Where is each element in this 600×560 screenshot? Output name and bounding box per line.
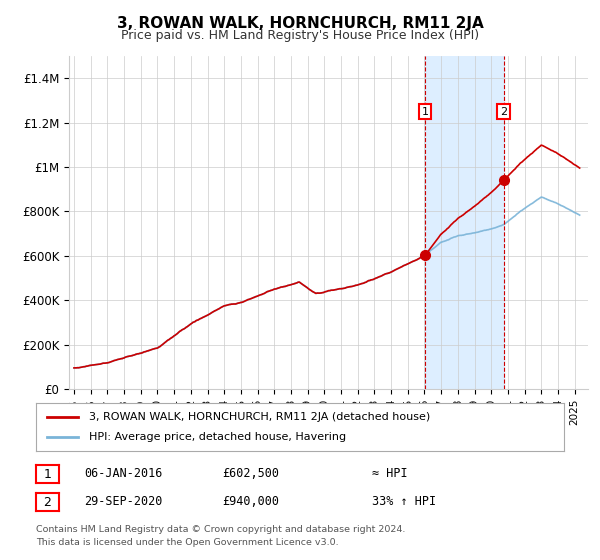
Text: 29-SEP-2020: 29-SEP-2020 <box>84 494 163 508</box>
Text: HPI: Average price, detached house, Havering: HPI: Average price, detached house, Have… <box>89 432 346 442</box>
Text: 3, ROWAN WALK, HORNCHURCH, RM11 2JA (detached house): 3, ROWAN WALK, HORNCHURCH, RM11 2JA (det… <box>89 412 430 422</box>
Text: 33% ↑ HPI: 33% ↑ HPI <box>372 494 436 508</box>
Text: 06-JAN-2016: 06-JAN-2016 <box>84 466 163 480</box>
Text: £602,500: £602,500 <box>222 466 279 480</box>
Text: 1: 1 <box>43 468 52 480</box>
Text: Price paid vs. HM Land Registry's House Price Index (HPI): Price paid vs. HM Land Registry's House … <box>121 29 479 42</box>
Bar <box>425 56 504 389</box>
Text: ≈ HPI: ≈ HPI <box>372 466 407 480</box>
Text: £940,000: £940,000 <box>222 494 279 508</box>
Text: 2: 2 <box>500 106 507 116</box>
Text: This data is licensed under the Open Government Licence v3.0.: This data is licensed under the Open Gov… <box>36 538 338 547</box>
Text: 1: 1 <box>421 106 428 116</box>
Text: Contains HM Land Registry data © Crown copyright and database right 2024.: Contains HM Land Registry data © Crown c… <box>36 525 406 534</box>
Text: 3, ROWAN WALK, HORNCHURCH, RM11 2JA: 3, ROWAN WALK, HORNCHURCH, RM11 2JA <box>116 16 484 31</box>
Text: 2: 2 <box>43 496 52 508</box>
